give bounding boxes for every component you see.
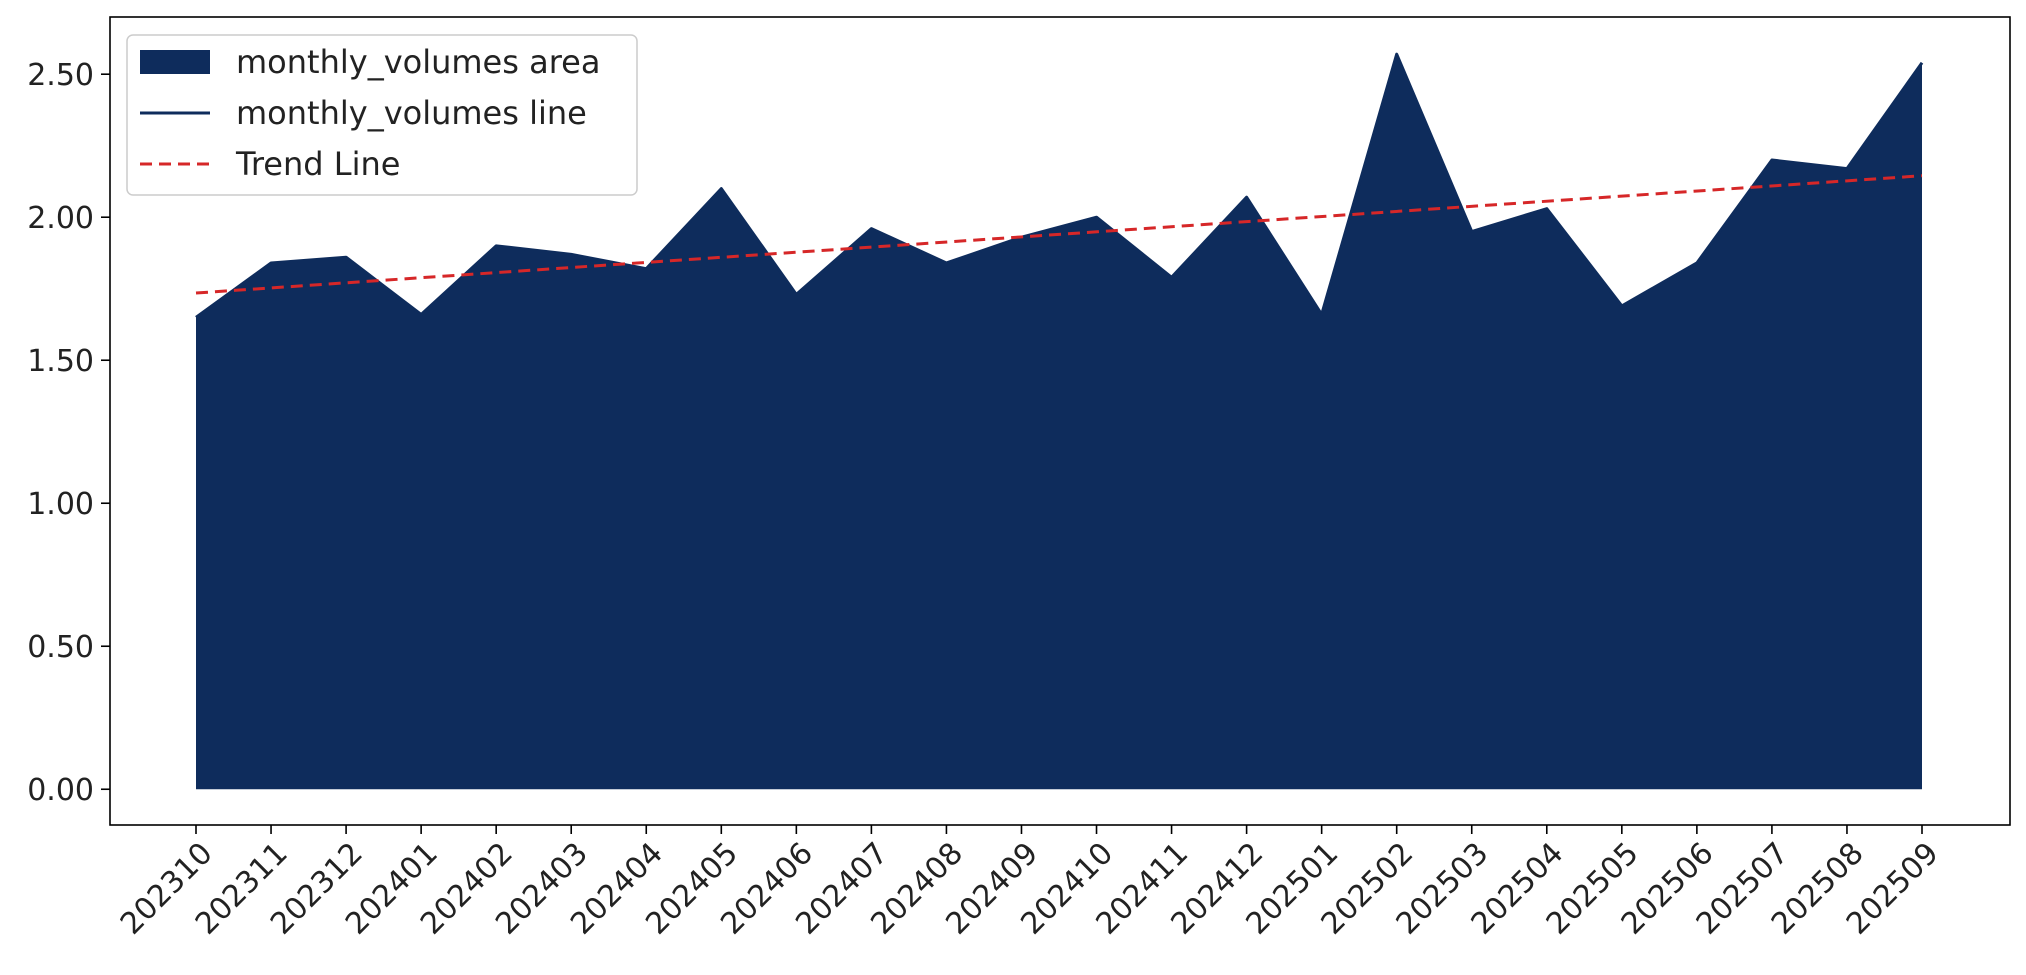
area-layer: [196, 54, 1922, 790]
legend: monthly_volumes area monthly_volumes lin…: [126, 34, 638, 196]
trend-line: [195, 174, 1923, 295]
legend-swatch-area: [140, 50, 210, 74]
y-tick-label: 0.00: [27, 773, 94, 808]
series-line: [195, 52, 1924, 319]
plot-frame: [109, 16, 2011, 826]
x-axis: 2023102023112023122024012024022024032024…: [114, 825, 1946, 942]
area-fill: [196, 54, 1922, 790]
legend-label-trend: Trend Line: [235, 145, 400, 183]
y-tick-label: 0.50: [27, 630, 94, 665]
y-tick-label: 2.00: [27, 201, 94, 236]
y-tick-label: 1.50: [27, 344, 94, 379]
line-layer: [195, 52, 1924, 319]
trend-layer: [195, 174, 1923, 295]
legend-label-area: monthly_volumes area: [236, 43, 600, 81]
y-axis: 0.00 0.50 1.00 1.50 2.00 2.50: [27, 58, 110, 808]
legend-label-line: monthly_volumes line: [236, 94, 587, 132]
y-tick-label: 2.50: [27, 58, 94, 93]
y-tick-label: 1.00: [27, 487, 94, 522]
legend-box: [126, 34, 638, 196]
